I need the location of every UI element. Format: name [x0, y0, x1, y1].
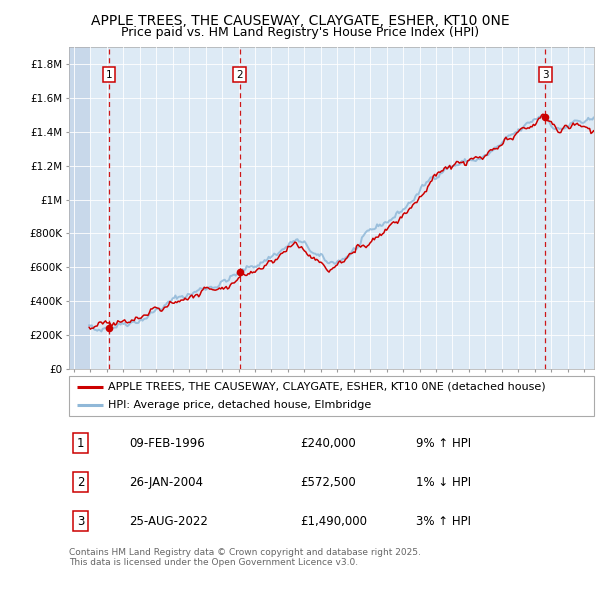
Text: 1: 1	[77, 437, 84, 450]
Text: 25-AUG-2022: 25-AUG-2022	[130, 515, 208, 528]
Text: APPLE TREES, THE CAUSEWAY, CLAYGATE, ESHER, KT10 0NE (detached house): APPLE TREES, THE CAUSEWAY, CLAYGATE, ESH…	[109, 382, 546, 392]
Text: APPLE TREES, THE CAUSEWAY, CLAYGATE, ESHER, KT10 0NE: APPLE TREES, THE CAUSEWAY, CLAYGATE, ESH…	[91, 14, 509, 28]
Bar	[69, 47, 91, 369]
Text: 1: 1	[106, 70, 112, 80]
Text: 3% ↑ HPI: 3% ↑ HPI	[415, 515, 470, 528]
Text: £572,500: £572,500	[300, 476, 356, 489]
Text: 1% ↓ HPI: 1% ↓ HPI	[415, 476, 470, 489]
Text: 3: 3	[542, 70, 549, 80]
Text: 9% ↑ HPI: 9% ↑ HPI	[415, 437, 470, 450]
Text: Contains HM Land Registry data © Crown copyright and database right 2025.
This d: Contains HM Land Registry data © Crown c…	[69, 548, 421, 567]
Text: £1,490,000: £1,490,000	[300, 515, 367, 528]
Text: 09-FEB-1996: 09-FEB-1996	[130, 437, 205, 450]
Text: 26-JAN-2004: 26-JAN-2004	[130, 476, 203, 489]
Text: HPI: Average price, detached house, Elmbridge: HPI: Average price, detached house, Elmb…	[109, 400, 371, 410]
FancyBboxPatch shape	[69, 376, 594, 416]
Text: 3: 3	[77, 515, 84, 528]
Text: £240,000: £240,000	[300, 437, 356, 450]
Text: Price paid vs. HM Land Registry's House Price Index (HPI): Price paid vs. HM Land Registry's House …	[121, 26, 479, 39]
Text: 2: 2	[77, 476, 84, 489]
Text: 2: 2	[236, 70, 243, 80]
